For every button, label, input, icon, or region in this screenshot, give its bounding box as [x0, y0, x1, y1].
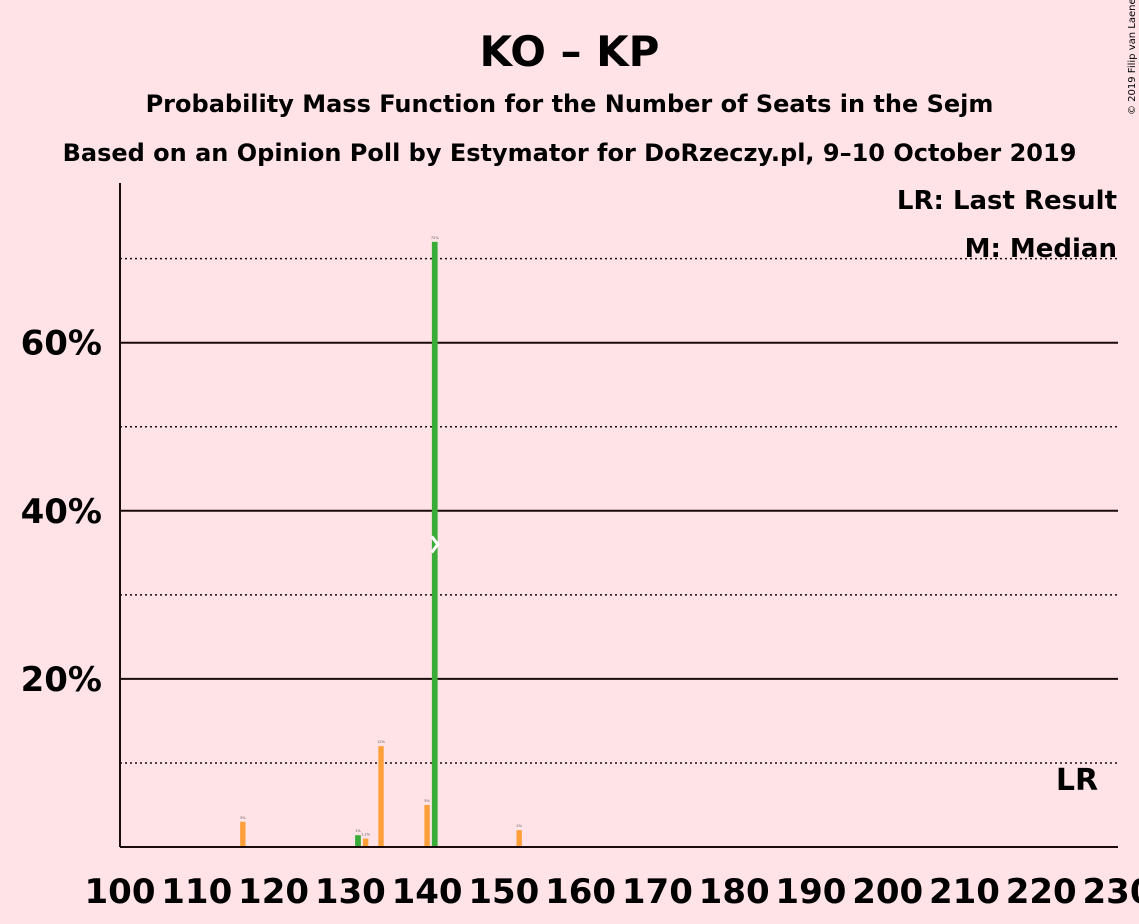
copyright-notice: © 2019 Filip van Laenen — [1127, 0, 1138, 115]
x-tick-label-200: 200 — [852, 872, 923, 912]
chart-subtitle: Probability Mass Function for the Number… — [146, 90, 994, 118]
axes — [119, 183, 1118, 848]
last-result-marker: LR — [1056, 763, 1098, 798]
y-tick-label-60: 60% — [21, 324, 102, 364]
x-tick-label-170: 170 — [622, 872, 693, 912]
y-tick-label-40: 40% — [21, 492, 102, 532]
x-tick-label-140: 140 — [392, 872, 463, 912]
x-tick-label-190: 190 — [775, 872, 846, 912]
median-marker — [430, 535, 440, 554]
legend-last-result: LR: Last Result — [897, 186, 1117, 216]
probability-labels: 3% 1%1.2% 12% 5% 72% 2% — [240, 236, 523, 837]
chart-title: KO – KP — [480, 27, 660, 76]
x-tick-label-210: 210 — [929, 872, 1000, 912]
bar-label-152: 2% — [516, 824, 522, 828]
x-tick-label-120: 120 — [238, 872, 309, 912]
x-tick-label-220: 220 — [1006, 872, 1077, 912]
x-tick-label-160: 160 — [545, 872, 616, 912]
bars — [240, 241, 522, 847]
chart-source: Based on an Opinion Poll by Estymator fo… — [63, 139, 1077, 167]
gridlines — [120, 257, 1118, 764]
bar-140 — [424, 804, 430, 847]
x-tick-label-110: 110 — [161, 872, 232, 912]
bar-label-140: 5% — [424, 799, 430, 803]
bar-label-116: 3% — [240, 816, 246, 820]
x-tick-label-130: 130 — [315, 872, 386, 912]
x-tick-label-100: 100 — [85, 872, 156, 912]
bar-141 — [431, 241, 438, 847]
bar-134 — [378, 746, 384, 847]
tick-labels: 20%40%60%100 110 120 130 140 150 160 170 180 190 2… — [21, 324, 1139, 912]
bar-131 — [355, 835, 361, 847]
bar-132 — [362, 838, 369, 847]
bar-152 — [516, 830, 522, 847]
x-tick-label-150: 150 — [468, 872, 539, 912]
x-tick-label-180: 180 — [699, 872, 770, 912]
bar-label-132: 1.2% — [361, 833, 371, 837]
x-tick-label-230: 230 — [1083, 872, 1139, 912]
bar-label-134: 12% — [377, 740, 385, 744]
legend-median: M: Median — [965, 234, 1117, 264]
y-tick-label-20: 20% — [21, 660, 102, 700]
bar-116 — [240, 821, 246, 847]
bar-label-131: 1% — [355, 829, 361, 833]
bar-label-141: 72% — [431, 236, 439, 240]
